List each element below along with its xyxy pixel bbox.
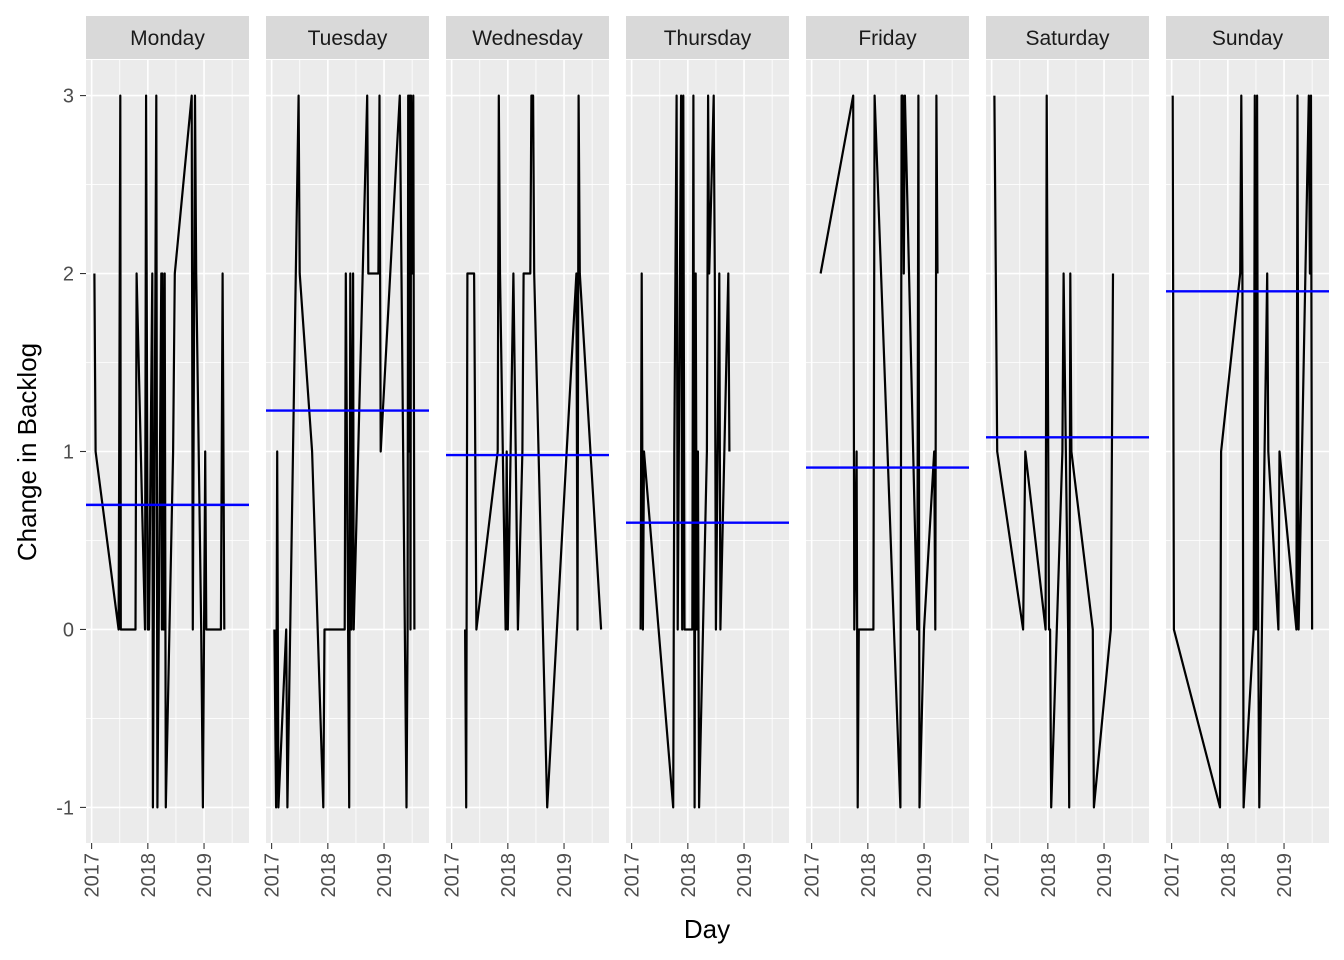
facet-strip-label: Thursday: [664, 27, 752, 50]
facet-strip-label: Saturday: [1025, 27, 1110, 50]
facet-strip-label: Sunday: [1212, 27, 1284, 50]
y-tick-label: 3: [63, 86, 74, 108]
facet-strip-label: Monday: [130, 27, 205, 50]
facet-panel-thursday: Thursday 2017 2018 2019: [622, 16, 789, 898]
x-tick-label: 2017: [622, 853, 644, 898]
facet-panel-tuesday: Tuesday 2017 2018 2019: [262, 16, 429, 898]
y-axis-title: Change in Backlog: [12, 343, 42, 561]
backlog-series-line: [273, 94, 416, 809]
x-tick-label: 2018: [1038, 853, 1060, 898]
x-tick-label: 2018: [858, 853, 880, 898]
x-tick-label: 2017: [802, 853, 824, 898]
facet-strip: [806, 16, 969, 59]
x-tick-label: 2019: [734, 853, 756, 898]
x-tick-label: 2017: [982, 853, 1004, 898]
facet-strip: [1166, 16, 1329, 59]
facet-strip-label: Friday: [858, 27, 917, 50]
x-tick-label: 2019: [1094, 853, 1116, 898]
y-tick-label: -1: [56, 797, 74, 819]
x-tick-label: 2018: [678, 853, 700, 898]
facet-panel-monday: Monday 2017 2018 2019: [82, 16, 249, 898]
x-tick-label: 2019: [1274, 853, 1296, 898]
facet-panel-sunday: Sunday 2017 2018 2019: [1162, 16, 1329, 898]
x-tick-label: 2018: [498, 853, 520, 898]
x-tick-label: 2019: [194, 853, 216, 898]
backlog-series-line: [993, 94, 1115, 809]
backlog-series-line: [1171, 94, 1314, 809]
x-tick-label: 2017: [442, 853, 464, 898]
backlog-series-line: [819, 94, 939, 809]
facet-strip: [86, 16, 249, 59]
backlog-series-line: [93, 94, 226, 809]
x-tick-label: 2019: [554, 853, 576, 898]
facet-strip: [986, 16, 1149, 59]
facet-panel-friday: Friday 2017 2018 2019: [802, 16, 969, 898]
y-axis: -1 0 1 2 3: [56, 86, 86, 819]
facet-strip-label: Tuesday: [308, 27, 388, 50]
x-tick-label: 2019: [914, 853, 936, 898]
facet-strip: [626, 16, 789, 59]
facet-strip: [446, 16, 609, 59]
y-tick-label: 1: [63, 442, 74, 464]
x-tick-label: 2017: [82, 853, 104, 898]
x-tick-label: 2018: [318, 853, 340, 898]
facet-panel-wednesday: Wednesday 2017 2018 2019: [442, 16, 609, 898]
x-tick-label: 2017: [262, 853, 284, 898]
backlog-series-line: [639, 94, 731, 809]
x-axis-title: Day: [684, 914, 730, 944]
facet-strip-label: Wednesday: [472, 27, 583, 50]
backlog-series-line: [464, 94, 603, 809]
x-tick-label: 2018: [1218, 853, 1240, 898]
x-tick-label: 2017: [1162, 853, 1184, 898]
facet-strip: [266, 16, 429, 59]
x-tick-label: 2019: [374, 853, 396, 898]
x-tick-label: 2018: [138, 853, 160, 898]
y-tick-label: 2: [63, 264, 74, 286]
y-tick-label: 0: [63, 619, 74, 641]
facet-panel-saturday: Saturday 2017 2018 2019: [982, 16, 1149, 898]
